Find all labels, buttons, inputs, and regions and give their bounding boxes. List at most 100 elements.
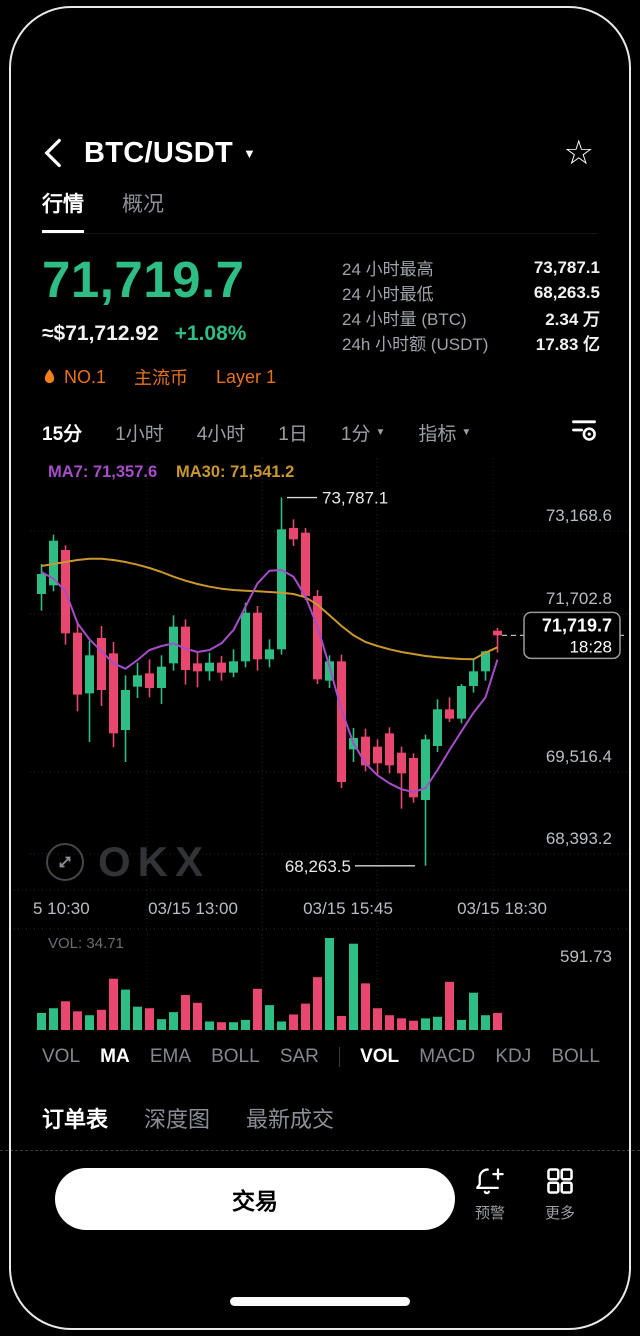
candle xyxy=(277,529,286,650)
timeframe-row: 15分 1小时 4小时 1日 1分 ▼ 指标 ▼ xyxy=(42,414,598,450)
last-price: 71,719.7 xyxy=(42,251,245,308)
x-axis-label: 5 10:30 xyxy=(33,899,90,918)
ind-sar[interactable]: SAR xyxy=(279,1046,319,1067)
volume-bar xyxy=(361,983,370,1030)
candles-layer xyxy=(37,497,502,866)
tf-1h[interactable]: 1小时 xyxy=(115,423,164,445)
candle xyxy=(229,661,238,673)
candle xyxy=(421,739,430,800)
candle xyxy=(85,655,94,694)
stat-turnover-usdt: 24h 小时额 (USDT) 17.83 亿 xyxy=(342,335,600,354)
volume-bar xyxy=(325,938,334,1030)
candle xyxy=(73,632,82,695)
pair-dropdown-caret-icon[interactable]: ▼ xyxy=(243,145,256,161)
fiat-row: ≈$71,712.92 +1.08% xyxy=(42,322,246,346)
ma-legend: MA7: 71,357.6 MA30: 71,541.2 xyxy=(48,463,294,481)
candle xyxy=(493,630,502,636)
tf-15m[interactable]: 15分 xyxy=(42,423,83,445)
legend-item: MA7: 71,357.6 xyxy=(48,463,157,481)
price-chart[interactable]: 73,168.6 71,702.8 69,516.4 68,393.2 5 10:30 0… xyxy=(0,455,640,1035)
candle xyxy=(133,675,142,687)
volume-bar xyxy=(205,1021,214,1030)
volume-bar xyxy=(193,1002,202,1030)
indicator-dropdown[interactable]: 指标 ▼ xyxy=(418,423,472,445)
ind-boll[interactable]: BOLL xyxy=(211,1046,260,1067)
current-price-line: 71,719.7 18:28 xyxy=(502,611,628,660)
change-percent: +1.08% xyxy=(174,322,247,345)
tab-latest-trades[interactable]: 最新成交 xyxy=(246,1107,335,1132)
volume-bar xyxy=(493,1012,502,1030)
indicator-tabs: VOL MA EMA BOLL SAR VOL MACD KDJ BOLL xyxy=(42,1042,600,1072)
candle xyxy=(457,686,466,719)
ma7-line xyxy=(41,569,499,793)
stat-low: 24 小时最低 68,263.5 xyxy=(342,282,600,305)
candle xyxy=(205,662,214,672)
candle xyxy=(325,661,334,681)
chevron-down-icon: ▼ xyxy=(375,426,386,438)
stats-panel: 24 小时最高 73,787.1 24 小时最低 68,263.5 24 小时量 (… xyxy=(342,255,600,355)
ind-boll-sub[interactable]: BOLL xyxy=(551,1046,600,1067)
category-badge-mainstream[interactable]: 主流币 xyxy=(134,368,189,388)
tf-1d[interactable]: 1日 xyxy=(278,423,308,445)
y-axis-label: 69,516.4 xyxy=(546,747,612,766)
bell-plus-icon xyxy=(476,1168,504,1195)
pair-title[interactable]: BTC/USDT xyxy=(84,136,233,169)
volume-bar xyxy=(349,943,358,1030)
volume-bar xyxy=(229,1022,238,1030)
x-axis-labels: 5 10:30 03/15 13:00 03/15 15:45 03/15 18:30 xyxy=(33,899,547,918)
legend-item: MA30: 71,541.2 xyxy=(176,463,294,481)
tab-quotes[interactable]: 行情 xyxy=(42,188,84,233)
ind-vol-sub[interactable]: VOL xyxy=(360,1046,400,1067)
candle xyxy=(337,661,346,782)
chart-settings-icon[interactable] xyxy=(570,417,598,448)
ind-ma[interactable]: MA xyxy=(100,1046,130,1067)
volume-bar xyxy=(61,1001,70,1030)
volume-current-label: VOL: 34.71 xyxy=(48,935,124,952)
favorite-star-icon[interactable]: ☆ xyxy=(563,134,594,172)
trade-button[interactable]: 交易 xyxy=(55,1168,455,1230)
candle xyxy=(217,662,226,673)
volume-bar xyxy=(289,1014,298,1030)
annotations-layer: 73,787.1 68,263.5 xyxy=(285,489,415,876)
ind-ema[interactable]: EMA xyxy=(149,1046,191,1067)
grid-icon xyxy=(547,1168,573,1194)
home-indicator[interactable] xyxy=(230,1297,410,1306)
tab-order-book[interactable]: 订单表 xyxy=(42,1107,109,1132)
tab-depth-chart[interactable]: 深度图 xyxy=(144,1107,211,1132)
volume-bar xyxy=(241,1019,250,1030)
expand-chart-button[interactable] xyxy=(46,843,84,881)
okx-logo: OKX xyxy=(98,838,211,885)
back-icon[interactable] xyxy=(42,138,64,168)
ind-macd[interactable]: MACD xyxy=(419,1046,476,1067)
candle xyxy=(301,532,310,596)
candle xyxy=(121,690,130,730)
volume-bar xyxy=(181,995,190,1030)
volume-bar xyxy=(49,1008,58,1030)
volume-bar xyxy=(397,1018,406,1030)
alert-action[interactable]: 预警 xyxy=(460,1166,520,1223)
volume-bar xyxy=(481,1015,490,1030)
volume-bar xyxy=(469,992,478,1030)
candle xyxy=(469,671,478,686)
category-badge-layer1[interactable]: Layer 1 xyxy=(216,366,277,387)
ind-kdj[interactable]: KDJ xyxy=(495,1046,532,1067)
ind-vol-main[interactable]: VOL xyxy=(42,1046,81,1067)
volume-bar xyxy=(133,1006,142,1030)
tf-more-dropdown[interactable]: 1分 ▼ xyxy=(340,423,386,445)
candle xyxy=(481,651,490,672)
tab-overview[interactable]: 概况 xyxy=(122,193,164,216)
tf-4h[interactable]: 4小时 xyxy=(196,423,246,445)
top-tabs: 行情 概况 xyxy=(42,188,598,234)
more-action[interactable]: 更多 xyxy=(530,1166,590,1223)
volume-bar xyxy=(37,1012,46,1030)
rank-badge[interactable]: NO.1 xyxy=(42,367,106,388)
volume-max-label: 591.73 xyxy=(560,947,612,966)
x-axis-label: 03/15 15:45 xyxy=(303,899,393,918)
volume-bar xyxy=(169,1012,178,1030)
chevron-down-icon: ▼ xyxy=(461,426,472,438)
stat-high: 24 小时最高 73,787.1 xyxy=(342,257,600,280)
y-axis-label: 68,393.2 xyxy=(546,829,612,848)
candle xyxy=(373,746,382,764)
volume-bar xyxy=(457,1019,466,1030)
orderbook-tabs: 订单表 深度图 最新成交 xyxy=(42,1102,598,1134)
